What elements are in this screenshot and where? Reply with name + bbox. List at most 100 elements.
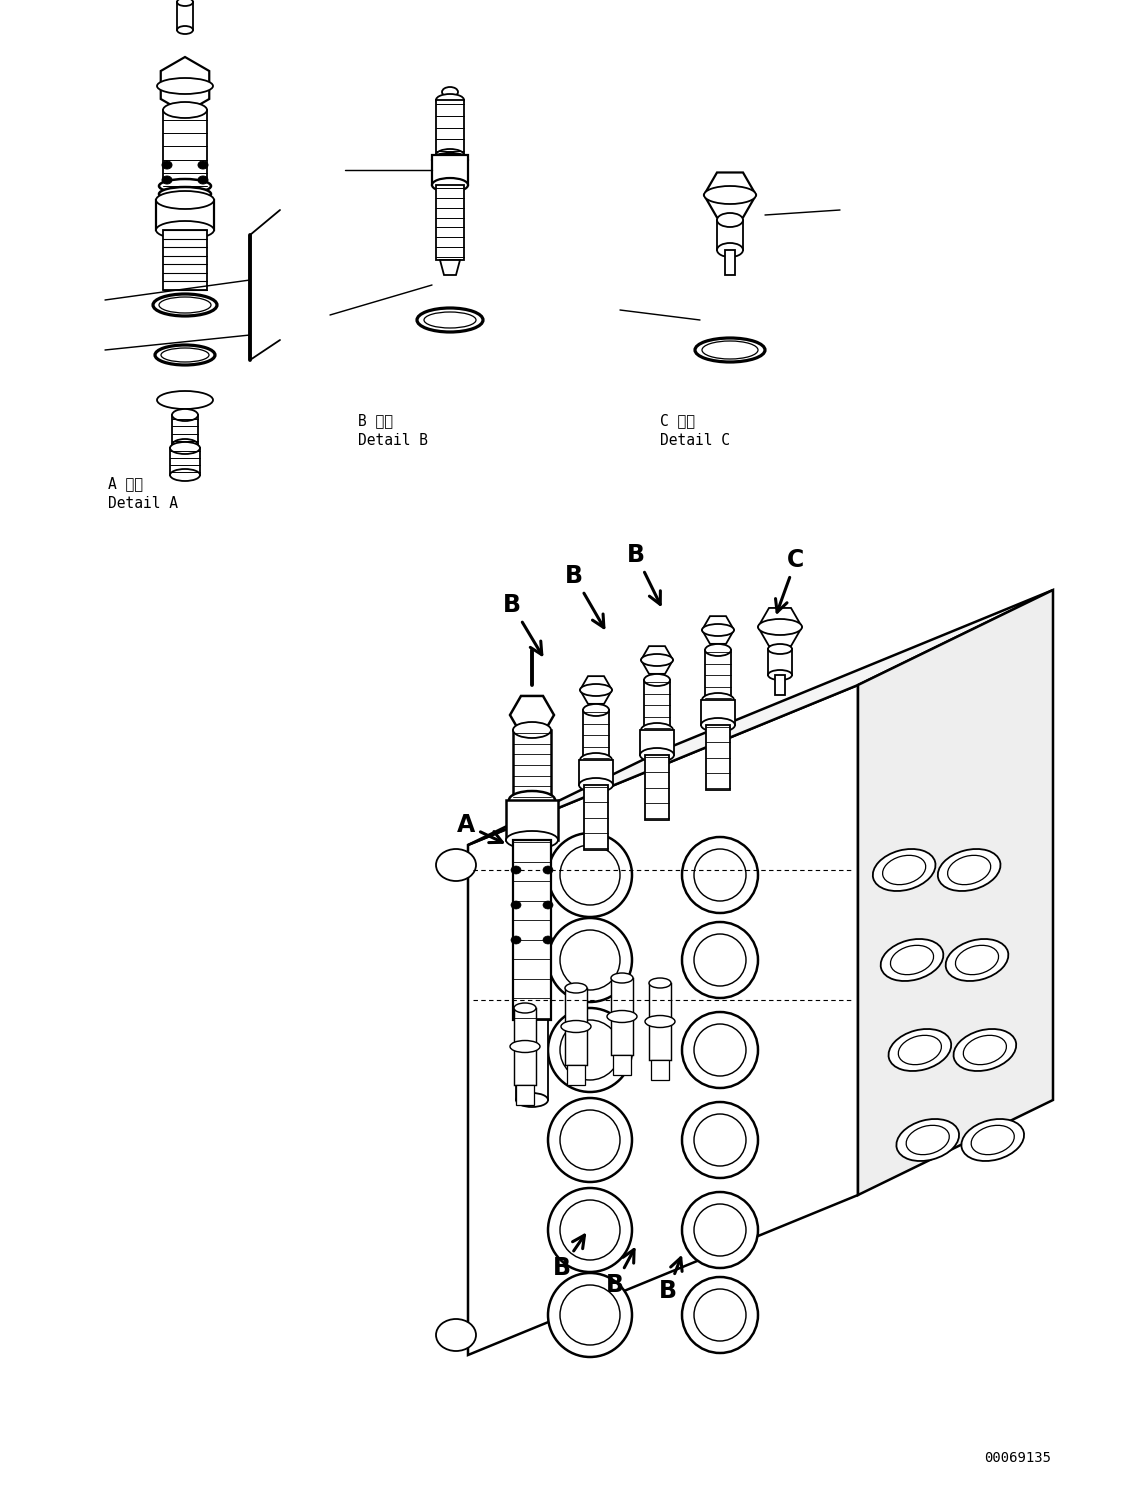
Bar (579, 759, 613, 785)
Polygon shape (704, 172, 756, 217)
Bar (513, 730, 551, 799)
Ellipse shape (506, 831, 558, 849)
Ellipse shape (607, 1010, 637, 1022)
Ellipse shape (561, 1110, 620, 1169)
Ellipse shape (962, 1119, 1024, 1161)
Ellipse shape (565, 984, 587, 993)
Ellipse shape (161, 175, 172, 184)
Bar (775, 675, 785, 695)
Ellipse shape (881, 939, 944, 981)
Ellipse shape (906, 1125, 949, 1155)
Bar (565, 988, 587, 1065)
Ellipse shape (955, 945, 998, 975)
Ellipse shape (649, 978, 671, 988)
Ellipse shape (513, 722, 551, 739)
Ellipse shape (548, 834, 632, 917)
Ellipse shape (511, 1040, 540, 1052)
Bar (725, 250, 735, 275)
Ellipse shape (682, 921, 758, 999)
Ellipse shape (172, 409, 198, 421)
Text: B: B (626, 542, 661, 605)
Ellipse shape (702, 692, 735, 707)
Ellipse shape (159, 187, 211, 201)
Ellipse shape (767, 670, 792, 681)
Text: Detail B: Detail B (358, 432, 428, 447)
Ellipse shape (938, 849, 1001, 892)
Ellipse shape (561, 1019, 620, 1080)
Ellipse shape (157, 77, 213, 94)
Ellipse shape (177, 25, 193, 34)
Polygon shape (641, 646, 673, 673)
Polygon shape (440, 260, 460, 275)
Ellipse shape (682, 1276, 758, 1352)
Ellipse shape (548, 1274, 632, 1357)
Ellipse shape (172, 438, 198, 450)
Ellipse shape (641, 654, 673, 666)
Text: C: C (775, 548, 805, 612)
Ellipse shape (561, 846, 620, 905)
Ellipse shape (561, 1021, 591, 1033)
Bar (706, 725, 730, 791)
Bar (644, 681, 670, 730)
Bar (163, 110, 207, 201)
Bar (705, 649, 731, 700)
Bar (506, 799, 558, 840)
Text: A: A (457, 813, 503, 843)
Ellipse shape (645, 1015, 675, 1027)
Ellipse shape (947, 856, 990, 884)
Bar (717, 220, 742, 250)
Ellipse shape (580, 684, 612, 695)
Bar (640, 730, 674, 755)
Bar (611, 978, 633, 1055)
Bar (177, 1, 193, 30)
Bar (514, 1008, 536, 1085)
Ellipse shape (682, 1012, 758, 1088)
Ellipse shape (694, 1114, 746, 1167)
Polygon shape (580, 676, 612, 704)
Ellipse shape (702, 340, 758, 360)
Ellipse shape (548, 918, 632, 1002)
Text: Detail A: Detail A (108, 496, 179, 511)
Text: A 詳細: A 詳細 (108, 476, 143, 490)
Text: Detail C: Detail C (659, 432, 730, 447)
Ellipse shape (432, 153, 468, 166)
Ellipse shape (417, 308, 483, 331)
Ellipse shape (163, 103, 207, 117)
Bar (435, 184, 464, 260)
Ellipse shape (561, 1201, 620, 1260)
Text: B: B (565, 565, 604, 627)
Ellipse shape (171, 470, 200, 481)
Ellipse shape (161, 348, 209, 363)
Polygon shape (858, 590, 1053, 1195)
Ellipse shape (640, 747, 674, 762)
Ellipse shape (435, 94, 464, 106)
Ellipse shape (873, 849, 936, 892)
Ellipse shape (682, 837, 758, 912)
Ellipse shape (888, 1028, 952, 1071)
Text: B: B (553, 1235, 584, 1279)
Bar (513, 840, 551, 1019)
Ellipse shape (682, 1103, 758, 1178)
Ellipse shape (896, 1119, 960, 1161)
Ellipse shape (758, 620, 802, 635)
Ellipse shape (159, 297, 211, 314)
Ellipse shape (946, 939, 1009, 981)
Ellipse shape (717, 212, 742, 227)
Bar (156, 201, 214, 230)
Ellipse shape (694, 849, 746, 901)
Ellipse shape (161, 160, 172, 169)
Ellipse shape (543, 936, 553, 944)
Ellipse shape (702, 624, 735, 636)
Ellipse shape (611, 973, 633, 984)
Polygon shape (468, 685, 858, 1355)
Bar (516, 1085, 534, 1106)
Ellipse shape (898, 1036, 941, 1064)
Ellipse shape (694, 1024, 746, 1076)
Ellipse shape (511, 866, 521, 874)
Ellipse shape (516, 1094, 548, 1107)
Bar (435, 100, 464, 155)
Ellipse shape (682, 1192, 758, 1268)
Ellipse shape (561, 930, 620, 990)
Bar (613, 1055, 631, 1074)
Bar (702, 700, 735, 725)
